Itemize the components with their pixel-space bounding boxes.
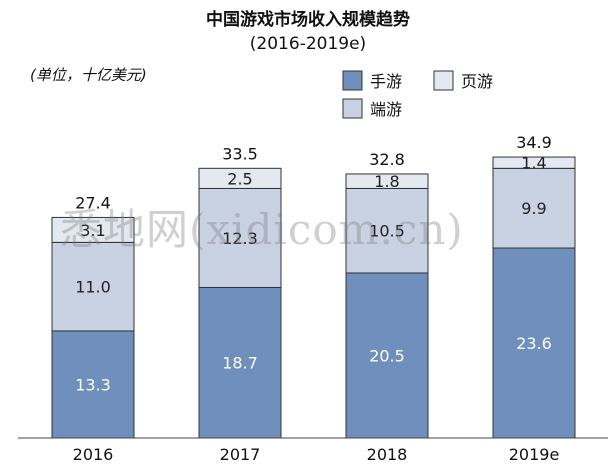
bar-segment-端游-2017 [198,187,282,288]
data-label: 13.3 [75,375,111,394]
data-label: 2.5 [227,169,252,188]
bar-segment-手游-2019e [492,247,576,439]
bar-segment-端游-2016 [51,241,135,332]
bar-segment-端游-2019e [492,167,576,249]
data-label: 3.1 [80,221,105,240]
chart-subtitle: (2016-2019e) [250,34,366,54]
bar-segment-页游-2018 [345,173,429,189]
data-label: 9.9 [521,199,546,218]
total-label: 27.4 [75,193,111,212]
bar-segment-手游-2017 [198,286,282,439]
bars: 13.3 11.0 3.1 27.4 2016 18.7 12.3 2.5 33.5 2017 20… [51,133,576,464]
legend-swatch [342,98,363,119]
x-tick-label: 2019e [509,445,560,464]
data-label: 11.0 [75,278,111,297]
unit-label: (单位，十亿美元) [30,66,147,84]
data-label: 18.7 [222,354,258,373]
data-label: 10.5 [369,222,405,241]
bar-segment-端游-2018 [345,187,429,274]
data-label: 12.3 [222,229,258,248]
legend-label: 页游 [461,72,493,91]
bar-segment-页游-2017 [198,167,282,189]
chart-title: 中国游戏市场收入规模趋势 [206,9,410,30]
total-label: 33.5 [222,144,258,163]
bar-segment-页游-2019e [492,156,576,169]
legend-label: 手游 [370,72,402,91]
data-label: 20.5 [369,346,405,365]
total-label: 32.8 [369,150,405,169]
x-tick-label: 2016 [73,445,114,464]
data-label: 23.6 [516,334,552,353]
bar-segment-页游-2016 [51,216,135,243]
data-label: 1.8 [374,172,399,191]
legend-swatch [433,70,454,91]
x-tick-label: 2018 [367,445,408,464]
bar-segment-手游-2016 [51,330,135,439]
data-label: 1.4 [521,154,546,173]
legend-label: 端游 [370,100,402,119]
x-tick-label: 2017 [220,445,261,464]
legend-swatch [342,70,363,91]
total-label: 34.9 [516,133,552,152]
